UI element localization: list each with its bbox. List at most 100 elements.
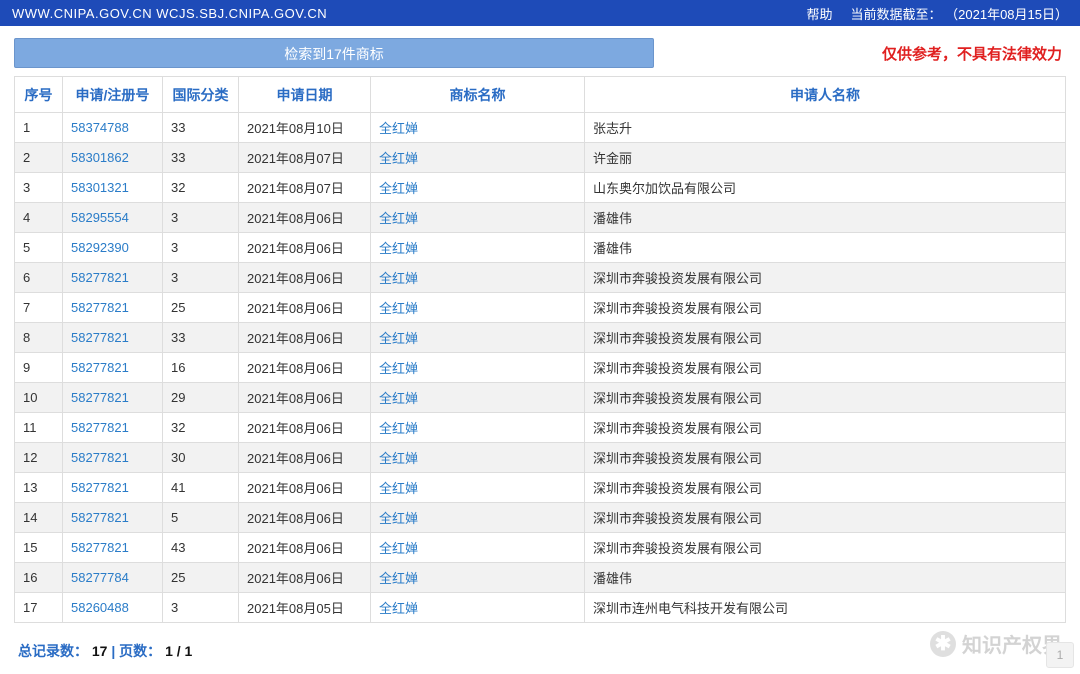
reg-no-link[interactable]: 58301321 <box>71 180 129 195</box>
tm-name-link[interactable]: 全红婵 <box>379 331 418 346</box>
cell-reg-no[interactable]: 58277821 <box>63 533 163 563</box>
reg-no-link[interactable]: 58301862 <box>71 150 129 165</box>
cell-applicant: 深圳市奔骏投资发展有限公司 <box>585 533 1066 563</box>
reg-no-link[interactable]: 58277821 <box>71 390 129 405</box>
cell-app-date: 2021年08月06日 <box>239 473 371 503</box>
tm-name-link[interactable]: 全红婵 <box>379 241 418 256</box>
table-row: 65827782132021年08月06日全红婵深圳市奔骏投资发展有限公司 <box>15 263 1066 293</box>
col-intl-class: 国际分类 <box>163 77 239 113</box>
tm-name-link[interactable]: 全红婵 <box>379 601 418 616</box>
tm-name-link[interactable]: 全红婵 <box>379 391 418 406</box>
reg-no-link[interactable]: 58277821 <box>71 300 129 315</box>
cell-seq: 9 <box>15 353 63 383</box>
cell-reg-no[interactable]: 58277821 <box>63 263 163 293</box>
reg-no-link[interactable]: 58277821 <box>71 270 129 285</box>
cell-reg-no[interactable]: 58277821 <box>63 413 163 443</box>
reg-no-link[interactable]: 58374788 <box>71 120 129 135</box>
cell-app-date: 2021年08月06日 <box>239 413 371 443</box>
tm-name-link[interactable]: 全红婵 <box>379 451 418 466</box>
cell-tm-name[interactable]: 全红婵 <box>371 443 585 473</box>
cell-reg-no[interactable]: 58301862 <box>63 143 163 173</box>
cell-reg-no[interactable]: 58277821 <box>63 323 163 353</box>
cell-tm-name[interactable]: 全红婵 <box>371 503 585 533</box>
reg-no-link[interactable]: 58260488 <box>71 600 129 615</box>
cell-tm-name[interactable]: 全红婵 <box>371 263 585 293</box>
cell-tm-name[interactable]: 全红婵 <box>371 173 585 203</box>
footer-sep: | <box>111 643 119 659</box>
table-row: 1358277821412021年08月06日全红婵深圳市奔骏投资发展有限公司 <box>15 473 1066 503</box>
cell-reg-no[interactable]: 58301321 <box>63 173 163 203</box>
cell-reg-no[interactable]: 58277821 <box>63 293 163 323</box>
tm-name-link[interactable]: 全红婵 <box>379 151 418 166</box>
reg-no-link[interactable]: 58277821 <box>71 510 129 525</box>
tm-name-link[interactable]: 全红婵 <box>379 571 418 586</box>
tm-name-link[interactable]: 全红婵 <box>379 511 418 526</box>
reg-no-link[interactable]: 58277821 <box>71 540 129 555</box>
cell-reg-no[interactable]: 58277821 <box>63 473 163 503</box>
cell-seq: 5 <box>15 233 63 263</box>
tm-name-link[interactable]: 全红婵 <box>379 211 418 226</box>
cell-reg-no[interactable]: 58277821 <box>63 503 163 533</box>
reg-no-link[interactable]: 58277821 <box>71 480 129 495</box>
cell-applicant: 深圳市奔骏投资发展有限公司 <box>585 263 1066 293</box>
page-label: 页数： <box>119 643 161 659</box>
cell-reg-no[interactable]: 58374788 <box>63 113 163 143</box>
cell-intl-class: 29 <box>163 383 239 413</box>
cell-tm-name[interactable]: 全红婵 <box>371 293 585 323</box>
reg-no-link[interactable]: 58277784 <box>71 570 129 585</box>
cell-reg-no[interactable]: 58292390 <box>63 233 163 263</box>
tm-name-link[interactable]: 全红婵 <box>379 181 418 196</box>
tm-name-link[interactable]: 全红婵 <box>379 361 418 376</box>
pagination-footer: 总记录数： 17 | 页数： 1 / 1 <box>14 623 1066 661</box>
col-app-date: 申请日期 <box>239 77 371 113</box>
reg-no-link[interactable]: 58277821 <box>71 450 129 465</box>
cell-reg-no[interactable]: 58260488 <box>63 593 163 623</box>
cell-tm-name[interactable]: 全红婵 <box>371 413 585 443</box>
cell-tm-name[interactable]: 全红婵 <box>371 473 585 503</box>
tm-name-link[interactable]: 全红婵 <box>379 301 418 316</box>
tm-name-link[interactable]: 全红婵 <box>379 121 418 136</box>
reg-no-link[interactable]: 58277821 <box>71 420 129 435</box>
cell-intl-class: 3 <box>163 233 239 263</box>
tm-name-link[interactable]: 全红婵 <box>379 421 418 436</box>
cell-applicant: 潘雄伟 <box>585 563 1066 593</box>
cell-intl-class: 32 <box>163 413 239 443</box>
cell-tm-name[interactable]: 全红婵 <box>371 113 585 143</box>
tm-name-link[interactable]: 全红婵 <box>379 271 418 286</box>
cell-reg-no[interactable]: 58277821 <box>63 383 163 413</box>
cell-tm-name[interactable]: 全红婵 <box>371 203 585 233</box>
table-row: 958277821162021年08月06日全红婵深圳市奔骏投资发展有限公司 <box>15 353 1066 383</box>
content: 检索到17件商标 仅供参考，不具有法律效力 序号 申请/注册号 国际分类 申请日… <box>0 26 1080 661</box>
cell-reg-no[interactable]: 58277784 <box>63 563 163 593</box>
cell-tm-name[interactable]: 全红婵 <box>371 143 585 173</box>
cell-app-date: 2021年08月06日 <box>239 293 371 323</box>
cell-seq: 3 <box>15 173 63 203</box>
cell-reg-no[interactable]: 58295554 <box>63 203 163 233</box>
cell-seq: 11 <box>15 413 63 443</box>
tm-name-link[interactable]: 全红婵 <box>379 481 418 496</box>
cell-tm-name[interactable]: 全红婵 <box>371 323 585 353</box>
cell-reg-no[interactable]: 58277821 <box>63 353 163 383</box>
cell-tm-name[interactable]: 全红婵 <box>371 563 585 593</box>
cell-reg-no[interactable]: 58277821 <box>63 443 163 473</box>
reg-no-link[interactable]: 58295554 <box>71 210 129 225</box>
reg-no-link[interactable]: 58277821 <box>71 330 129 345</box>
cell-tm-name[interactable]: 全红婵 <box>371 353 585 383</box>
cell-intl-class: 33 <box>163 113 239 143</box>
tm-name-link[interactable]: 全红婵 <box>379 541 418 556</box>
help-link[interactable]: 帮助 <box>807 4 833 23</box>
reg-no-link[interactable]: 58277821 <box>71 360 129 375</box>
cell-tm-name[interactable]: 全红婵 <box>371 383 585 413</box>
cell-applicant: 深圳市奔骏投资发展有限公司 <box>585 293 1066 323</box>
cell-seq: 12 <box>15 443 63 473</box>
table-row: 145827782152021年08月06日全红婵深圳市奔骏投资发展有限公司 <box>15 503 1066 533</box>
top-bar-right: 帮助 当前数据截至： （2021年08月15日） <box>807 4 1069 23</box>
cell-tm-name[interactable]: 全红婵 <box>371 533 585 563</box>
cell-app-date: 2021年08月06日 <box>239 383 371 413</box>
table-row: 55829239032021年08月06日全红婵潘雄伟 <box>15 233 1066 263</box>
cell-tm-name[interactable]: 全红婵 <box>371 593 585 623</box>
cell-app-date: 2021年08月06日 <box>239 323 371 353</box>
cell-tm-name[interactable]: 全红婵 <box>371 233 585 263</box>
reg-no-link[interactable]: 58292390 <box>71 240 129 255</box>
total-label: 总记录数： <box>18 643 88 659</box>
